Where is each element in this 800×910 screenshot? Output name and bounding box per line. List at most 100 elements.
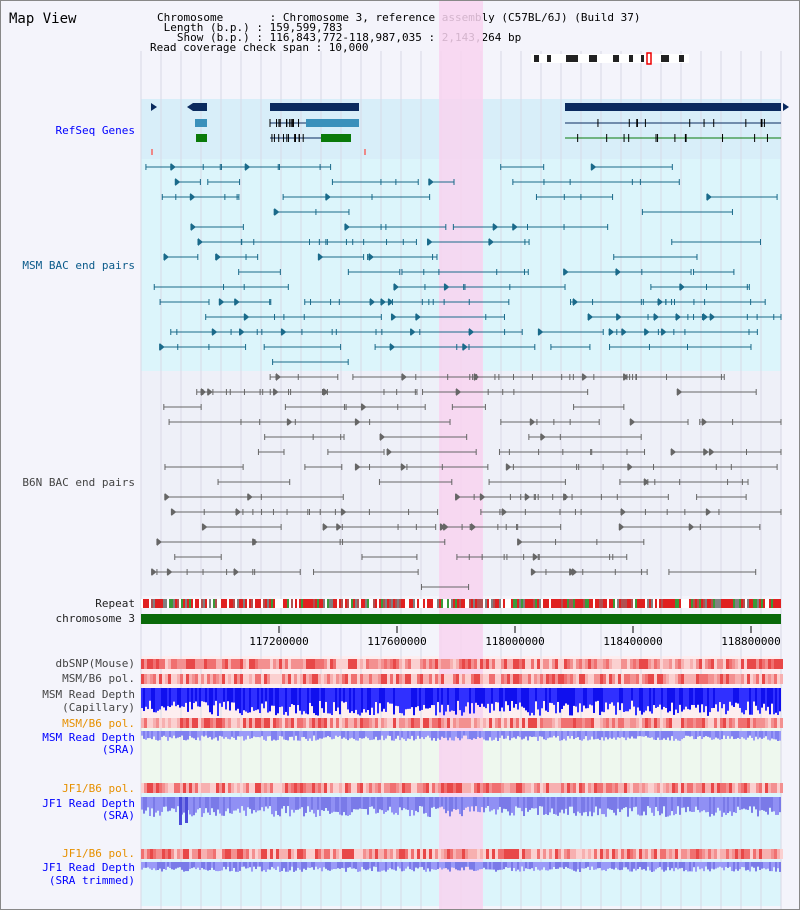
depth-bar bbox=[149, 688, 151, 701]
heat-cell bbox=[567, 659, 570, 669]
depth-bar bbox=[175, 731, 177, 739]
depth-bar bbox=[455, 862, 457, 870]
depth-bar bbox=[221, 731, 223, 737]
depth-bar bbox=[297, 688, 299, 706]
depth-bar bbox=[567, 688, 569, 705]
repeat-mark bbox=[209, 599, 211, 608]
depth-bar bbox=[739, 862, 741, 870]
heat-cell bbox=[288, 718, 291, 728]
heat-cell bbox=[585, 718, 588, 728]
heat-cell bbox=[597, 718, 600, 728]
depth-bar bbox=[577, 731, 579, 738]
depth-bar bbox=[671, 797, 673, 812]
depth-bar bbox=[227, 797, 229, 809]
depth-bar bbox=[671, 731, 673, 737]
heat-cell bbox=[639, 783, 642, 793]
label-refseq-genes[interactable]: RefSeq Genes bbox=[55, 124, 135, 137]
repeat-mark bbox=[221, 599, 223, 608]
heat-cell bbox=[444, 849, 447, 859]
depth-bar bbox=[495, 731, 497, 738]
heat-cell bbox=[453, 659, 456, 669]
heat-cell bbox=[249, 849, 252, 859]
heat-cell bbox=[702, 849, 705, 859]
heat-cell bbox=[249, 783, 252, 793]
heat-cell bbox=[453, 783, 456, 793]
heat-cell bbox=[327, 659, 330, 669]
heat-cell bbox=[543, 674, 546, 684]
depth-bar bbox=[595, 688, 597, 702]
heat-cell bbox=[579, 783, 582, 793]
heat-cell bbox=[267, 783, 270, 793]
depth-bar bbox=[341, 862, 343, 868]
repeat-mark bbox=[405, 599, 407, 608]
depth-bar bbox=[741, 688, 743, 713]
heat-cell bbox=[141, 659, 144, 669]
depth-bar bbox=[219, 688, 221, 704]
heat-cell bbox=[231, 659, 234, 669]
heat-cell bbox=[591, 674, 594, 684]
depth-bar bbox=[303, 862, 305, 869]
heat-cell bbox=[579, 674, 582, 684]
depth-bar bbox=[433, 862, 435, 870]
heat-cell bbox=[498, 718, 501, 728]
heat-cell bbox=[234, 674, 237, 684]
depth-bar bbox=[187, 688, 189, 712]
depth-bar bbox=[341, 688, 343, 702]
depth-bar bbox=[539, 797, 541, 807]
depth-bar bbox=[651, 731, 653, 738]
repeat-mark bbox=[603, 599, 605, 608]
heat-cell bbox=[363, 659, 366, 669]
depth-bar bbox=[261, 688, 263, 704]
depth-bar bbox=[185, 688, 187, 703]
heat-cell bbox=[780, 674, 783, 684]
heat-cell bbox=[174, 659, 177, 669]
label-b6n-bac[interactable]: B6N BAC end pairs bbox=[22, 476, 135, 489]
depth-bar bbox=[329, 797, 331, 814]
label-msm-bac[interactable]: MSM BAC end pairs bbox=[22, 259, 135, 272]
depth-bar bbox=[397, 731, 399, 736]
heat-cell bbox=[228, 659, 231, 669]
heat-cell bbox=[765, 718, 768, 728]
heat-cell bbox=[204, 783, 207, 793]
heat-cell bbox=[345, 718, 348, 728]
bac-end-arrow bbox=[512, 223, 518, 231]
heat-cell bbox=[165, 783, 168, 793]
depth-bar bbox=[713, 862, 715, 870]
depth-bar bbox=[171, 731, 173, 739]
depth-bar bbox=[737, 862, 739, 871]
heat-cell bbox=[276, 849, 279, 859]
depth-bar bbox=[635, 688, 637, 716]
depth-bar bbox=[559, 731, 561, 741]
depth-bar bbox=[613, 797, 615, 813]
heat-cell bbox=[147, 718, 150, 728]
heat-cell bbox=[492, 659, 495, 669]
depth-bar bbox=[753, 797, 755, 807]
depth-bar bbox=[505, 797, 507, 810]
heat-cell bbox=[696, 659, 699, 669]
depth-bar bbox=[369, 797, 371, 807]
depth-bar bbox=[517, 731, 519, 737]
depth-bar bbox=[705, 731, 707, 737]
heat-cell bbox=[528, 718, 531, 728]
heat-cell bbox=[591, 849, 594, 859]
depth-bar bbox=[505, 688, 507, 702]
depth-bar bbox=[493, 862, 495, 870]
heat-cell bbox=[732, 783, 735, 793]
depth-bar bbox=[731, 862, 733, 872]
heat-cell bbox=[528, 783, 531, 793]
depth-bar bbox=[145, 731, 147, 740]
repeat-mark bbox=[287, 599, 289, 608]
heat-cell bbox=[351, 659, 354, 669]
depth-bar bbox=[385, 731, 387, 739]
heat-cell bbox=[255, 718, 258, 728]
depth-bar bbox=[299, 797, 301, 809]
depth-bar bbox=[665, 688, 667, 708]
repeat-mark bbox=[683, 599, 685, 608]
heat-cell bbox=[768, 783, 771, 793]
heat-cell bbox=[342, 659, 345, 669]
heat-cell bbox=[654, 849, 657, 859]
depth-bar bbox=[461, 797, 463, 817]
depth-bar bbox=[559, 688, 561, 713]
repeat-mark bbox=[707, 599, 709, 608]
heat-cell bbox=[216, 718, 219, 728]
